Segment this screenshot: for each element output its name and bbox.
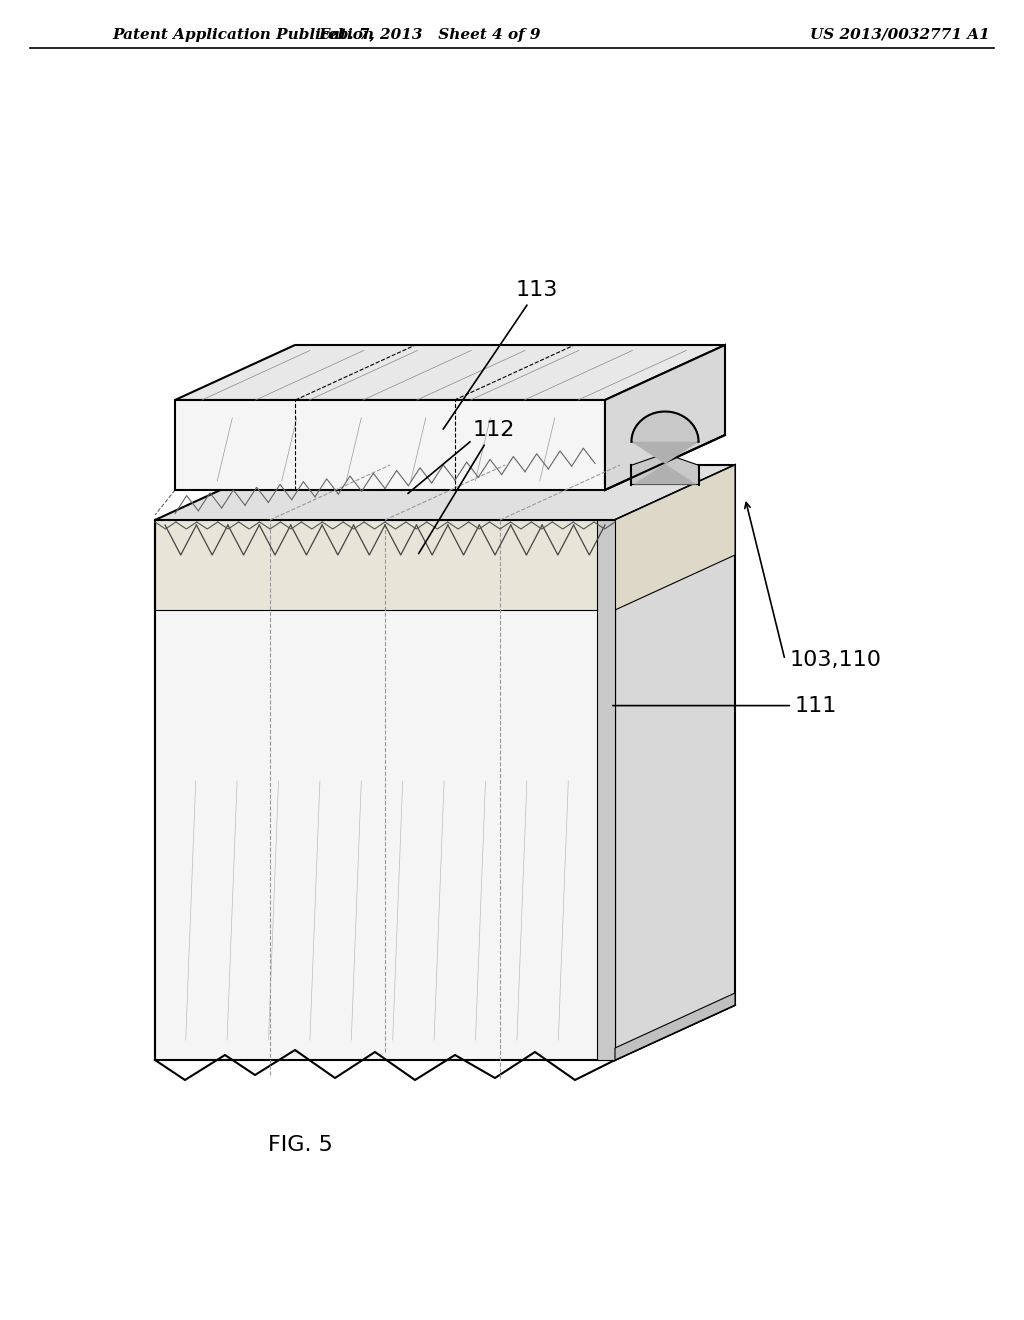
Polygon shape <box>632 442 698 484</box>
Polygon shape <box>175 400 605 490</box>
Text: 103,110: 103,110 <box>790 649 882 671</box>
Polygon shape <box>175 345 725 400</box>
Text: US 2013/0032771 A1: US 2013/0032771 A1 <box>810 28 990 42</box>
Polygon shape <box>605 345 725 490</box>
Polygon shape <box>155 520 615 1060</box>
Polygon shape <box>155 520 615 610</box>
Polygon shape <box>597 520 615 1060</box>
Text: 112: 112 <box>419 420 515 553</box>
Polygon shape <box>615 465 735 1060</box>
Text: FIG. 5: FIG. 5 <box>267 1135 333 1155</box>
Text: 113: 113 <box>443 280 558 429</box>
Polygon shape <box>155 465 735 520</box>
Text: Feb. 7, 2013   Sheet 4 of 9: Feb. 7, 2013 Sheet 4 of 9 <box>318 28 542 42</box>
Polygon shape <box>632 412 698 484</box>
Polygon shape <box>615 465 735 610</box>
Polygon shape <box>615 993 735 1060</box>
Text: Patent Application Publication: Patent Application Publication <box>112 28 374 42</box>
Text: 111: 111 <box>612 696 838 715</box>
